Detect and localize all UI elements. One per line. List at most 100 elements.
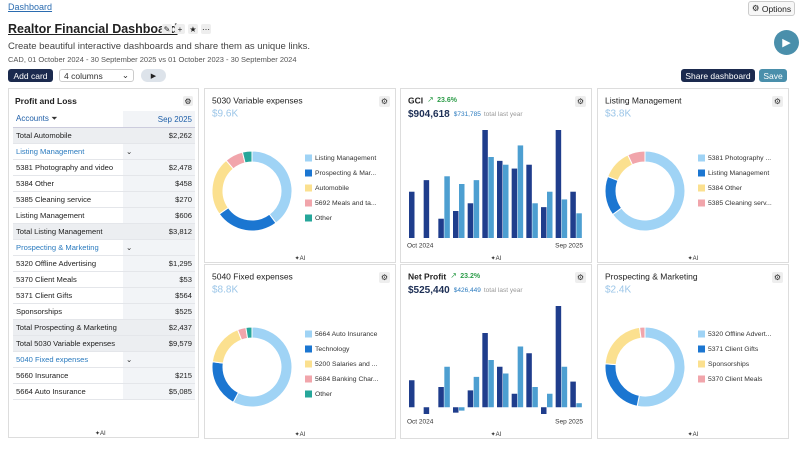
icon: ✦ [688, 255, 693, 262]
legend-swatch [305, 184, 312, 192]
table-row[interactable]: 5040 Fixed expenses ⌄ [13, 351, 195, 368]
row-value: $525 [123, 303, 195, 320]
card [204, 264, 396, 439]
star-icon[interactable]: ★ [188, 24, 198, 34]
ai-button[interactable]: ✦AI [95, 430, 106, 437]
legend-label: 5371 Client Gifts [708, 346, 759, 353]
change-arrow: ↗ [427, 95, 434, 104]
settings-button[interactable] [575, 272, 586, 283]
bar [526, 164, 532, 238]
bar [503, 373, 509, 408]
header-cell: Accounts ⏷ [13, 111, 123, 128]
bar [497, 366, 503, 408]
legend-label: 5664 Auto Insurance [315, 331, 378, 338]
profit-loss-table: Accounts ⏷ Sep 2025 Total Automobile $2,2… [13, 111, 195, 400]
ai-button[interactable]: ✦AI [295, 431, 306, 438]
table-row: 5385 Cleaning service $270 [13, 191, 195, 208]
columns-label: 4 columns [64, 70, 103, 81]
ai-button[interactable]: ✦AI [491, 255, 502, 262]
bar [532, 203, 538, 238]
floating-button[interactable]: ▶ [774, 30, 799, 55]
row-value: $215 [123, 367, 195, 384]
ai-label: AI [300, 432, 306, 438]
add-card-button[interactable]: Add card [8, 69, 53, 82]
dashboard-title: Realtor Financial Dashboard [8, 22, 178, 36]
bar [511, 393, 518, 408]
share-button[interactable]: Share dashboard [681, 69, 755, 82]
bar [467, 390, 474, 408]
ai-button[interactable]: ✦AI [688, 255, 699, 262]
card-title: Net Profit [408, 271, 446, 281]
bar [459, 407, 465, 411]
icon: ✦ [491, 255, 496, 262]
ai-label: AI [496, 256, 502, 262]
row-label: 5381 Photography and video [13, 159, 123, 176]
legend-label: Technology [315, 346, 350, 353]
row-label: Listing Management [13, 207, 123, 224]
row-label: Total Prospecting & Marketing [13, 319, 123, 336]
card-total: $3.8K [605, 109, 631, 120]
legend-swatch [698, 345, 705, 353]
bar [409, 191, 415, 238]
ai-button[interactable]: ✦AI [688, 431, 699, 438]
settings-icon[interactable]: ⚙ [183, 96, 193, 106]
table-row: 5381 Photography and video $2,478 [13, 159, 195, 176]
legend-swatch [698, 330, 705, 338]
options-button[interactable]: ⚙ Options [748, 1, 795, 16]
table-row: 5370 Client Meals $53 [13, 271, 195, 288]
ai-button[interactable]: ✦AI [295, 255, 306, 262]
table-row: 5664 Auto Insurance $5,085 [13, 383, 195, 400]
legend-swatch [305, 214, 312, 222]
row-label: 5660 Insurance [13, 367, 123, 384]
bar [555, 130, 562, 238]
table-row[interactable]: Prospecting & Marketing ⌄ [13, 239, 195, 256]
card-total: $525,440 [408, 285, 450, 296]
title-icons: ✎ + ★ ⋯ [162, 24, 211, 34]
legend-swatch [305, 345, 312, 353]
save-button[interactable]: Save [759, 69, 787, 82]
settings-button[interactable] [379, 96, 390, 107]
settings-button[interactable] [772, 96, 783, 107]
row-label: 5320 Offline Advertising [13, 255, 123, 272]
row-value: $3,812 [123, 223, 195, 240]
breadcrumb[interactable]: Dashboard [8, 2, 53, 12]
legend-label: 5370 Client Meals [708, 376, 763, 383]
ai-button[interactable]: ✦AI [491, 431, 502, 438]
table-row[interactable]: Listing Management ⌄ [13, 143, 195, 160]
date-range: CAD, 01 October 2024 - 30 September 2025… [8, 55, 297, 64]
add-icon[interactable]: + [175, 24, 185, 34]
ai-label: AI [693, 432, 699, 438]
row-value: ⌄ [123, 143, 195, 160]
row-label: 5370 Client Meals [13, 271, 123, 288]
row-value: ⌄ [123, 239, 195, 256]
bar [576, 403, 582, 408]
settings-button[interactable] [575, 96, 586, 107]
profit-loss-card: Profit and Loss ⚙ Accounts ⏷ Sep 2025 To… [8, 88, 199, 438]
donut-segment [627, 150, 646, 166]
bar [453, 407, 459, 413]
icon: ✦ [95, 431, 101, 437]
legend-swatch [305, 154, 312, 162]
legend-label: Prospecting & Mar... [315, 170, 376, 177]
settings-button[interactable] [772, 272, 783, 283]
row-value: $9,579 [123, 335, 195, 352]
ai-label: AI [496, 432, 502, 438]
legend-label: 5684 Banking Char... [315, 376, 379, 383]
bar [517, 346, 524, 408]
more-icon[interactable]: ⋯ [201, 24, 211, 34]
settings-icon: ⚙ [381, 97, 388, 106]
row-label: 5040 Fixed expenses [13, 351, 123, 368]
play-toggle[interactable]: ▶ [141, 69, 166, 82]
columns-select[interactable]: 4 columns ⌄ [59, 69, 134, 82]
legend-swatch [698, 199, 705, 207]
filter-icon[interactable]: ⏷ [51, 114, 58, 123]
change-value: 23.2% [460, 273, 481, 280]
settings-button[interactable] [379, 272, 390, 283]
row-label: Total Automobile [13, 127, 123, 144]
edit-icon[interactable]: ✎ [162, 24, 172, 34]
row-label: Sponsorships [13, 303, 123, 320]
row-label: Total 5030 Variable expenses [13, 335, 123, 352]
row-value: $270 [123, 191, 195, 208]
legend-swatch [305, 375, 312, 383]
